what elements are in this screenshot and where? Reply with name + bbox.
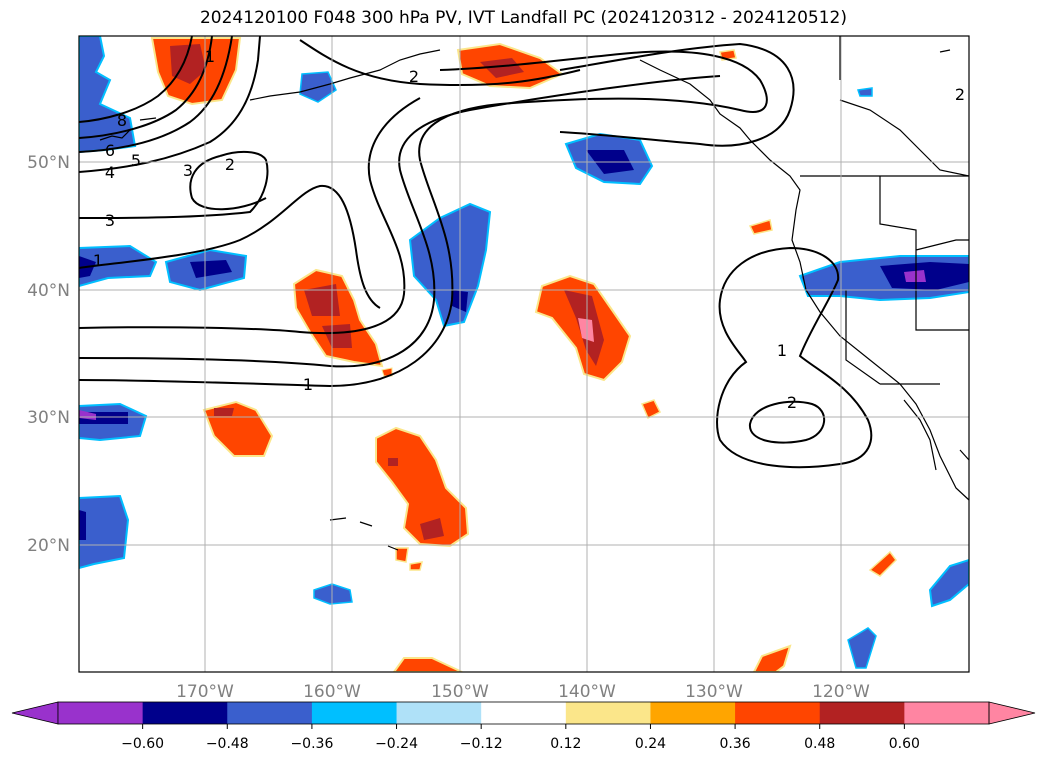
- colorbar-extend-right: [988, 701, 1036, 725]
- colorbar-tick-label: −0.12: [460, 736, 503, 752]
- colorbar-segment: [819, 702, 905, 724]
- contour-label-group: 8 6 5 4 3 2 3 1 1 2 1 1 2 2: [93, 47, 965, 412]
- colorbar-segment: [904, 702, 990, 724]
- lat-label: 50°N: [27, 153, 70, 173]
- colorbar-tick-label: −0.24: [375, 736, 418, 752]
- lat-label: 20°N: [27, 536, 70, 556]
- coastlines: [99, 36, 969, 551]
- lat-label: 30°N: [27, 408, 70, 428]
- colorbar-tick-label: 0.60: [889, 736, 920, 752]
- colorbar-tick-label: −0.60: [121, 736, 164, 752]
- lat-label: 40°N: [27, 281, 70, 301]
- contour-label: 8: [117, 111, 127, 130]
- contour-label: 6: [105, 141, 115, 160]
- colorbar-frame: [57, 701, 990, 725]
- colorbar-segment: [481, 702, 567, 724]
- contour-label: 1: [93, 251, 103, 270]
- map-title: 2024120100 F048 300 hPa PV, IVT Landfall…: [199, 8, 847, 28]
- lon-label: 170°W: [176, 682, 234, 702]
- contour-label: 2: [787, 393, 797, 412]
- colorbar-tick-label: 0.36: [720, 736, 751, 752]
- colorbar-segment: [650, 702, 736, 724]
- lon-label: 140°W: [558, 682, 616, 702]
- colorbar-tick-label: −0.36: [290, 736, 333, 752]
- colorbar-tick-label: 0.12: [550, 736, 581, 752]
- map-border: [78, 35, 970, 673]
- contour-label: 2: [225, 155, 235, 174]
- lon-label: 160°W: [303, 682, 361, 702]
- contour-label: 3: [105, 211, 115, 230]
- colorbar-tick-label: −0.48: [206, 736, 249, 752]
- colorbar: −0.60 −0.48 −0.36 −0.24 −0.12 0.12 0.24 0.36 0.4…: [11, 701, 1036, 752]
- lon-label: 130°W: [685, 682, 743, 702]
- map-panel: [79, 36, 969, 672]
- lon-label: 120°W: [812, 682, 870, 702]
- graticule: [79, 36, 969, 672]
- colorbar-segment: [735, 702, 821, 724]
- contour-label: 1: [205, 47, 215, 66]
- contour-lines: [79, 36, 873, 469]
- contour-label: 1: [777, 341, 787, 360]
- colorbar-segment: [58, 702, 144, 724]
- colorbar-segment: [396, 702, 482, 724]
- colorbar-segment: [565, 702, 651, 724]
- contour-label: 5: [131, 151, 141, 170]
- contour-label: 1: [303, 375, 313, 394]
- contour-label: 2: [955, 85, 965, 104]
- lon-label: 150°W: [431, 682, 489, 702]
- colorbar-tick-label: 0.48: [804, 736, 835, 752]
- colorbar-segment: [227, 702, 313, 724]
- contour-label: 2: [409, 67, 419, 86]
- colorbar-tick-label: 0.24: [635, 736, 666, 752]
- colorbar-segment: [311, 702, 398, 724]
- colorbar-extend-left: [11, 701, 59, 725]
- contour-label: 4: [105, 163, 115, 182]
- contour-label: 3: [183, 161, 193, 180]
- colorbar-segment: [142, 702, 228, 724]
